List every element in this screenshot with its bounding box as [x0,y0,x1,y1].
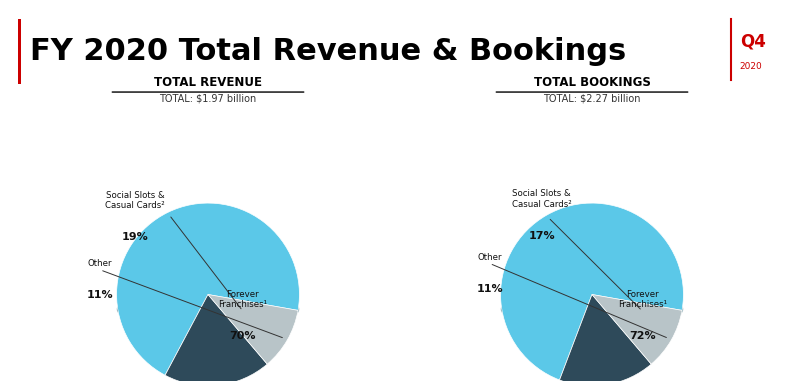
Text: Q4: Q4 [740,32,766,50]
Text: TOTAL: $1.97 billion: TOTAL: $1.97 billion [159,93,257,103]
Text: Other: Other [88,259,112,268]
Wedge shape [559,295,651,381]
Text: Forever
Franchises¹: Forever Franchises¹ [618,290,667,309]
Text: 19%: 19% [122,232,148,242]
Text: 2020: 2020 [740,62,762,71]
Wedge shape [592,295,682,364]
Wedge shape [501,203,683,380]
Text: 17%: 17% [529,231,555,240]
Wedge shape [165,295,267,381]
Text: Social Slots &
Casual Cards²: Social Slots & Casual Cards² [105,191,165,210]
Text: 70%: 70% [230,331,256,341]
Text: TOTAL: $2.27 billion: TOTAL: $2.27 billion [543,93,641,103]
Text: 11%: 11% [87,290,114,300]
Ellipse shape [118,289,298,329]
Text: Forever
Franchises¹: Forever Franchises¹ [218,290,267,309]
Text: 72%: 72% [629,331,655,341]
Text: TOTAL BOOKINGS: TOTAL BOOKINGS [534,76,650,89]
Wedge shape [117,203,299,375]
Text: Other: Other [478,253,502,262]
Ellipse shape [502,289,682,329]
Text: 11%: 11% [476,283,503,293]
Text: Social Slots &
Casual Cards²: Social Slots & Casual Cards² [512,189,571,208]
Text: TOTAL REVENUE: TOTAL REVENUE [154,76,262,89]
Text: FY 2020 Total Revenue & Bookings: FY 2020 Total Revenue & Bookings [30,37,626,66]
Wedge shape [208,295,298,364]
